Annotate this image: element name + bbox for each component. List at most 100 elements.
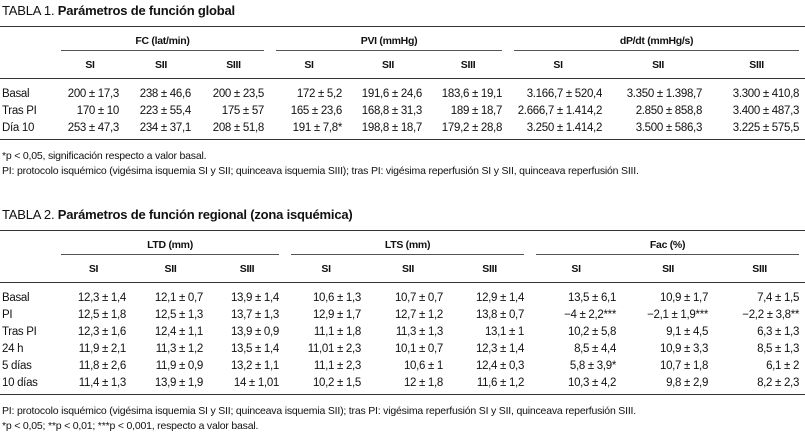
cell: 189 ± 18,7 [450, 104, 503, 117]
cell: 11,3 ± 1,2 [155, 342, 204, 355]
notes: *p < 0,05, significación respecto a valo… [0, 149, 805, 179]
cell: 13,9 ± 1,4 [230, 291, 280, 304]
table-title-text: Parámetros de función global [57, 3, 235, 18]
cell: 200 ± 23,5 [212, 87, 265, 100]
cell: 10,6 ± 1 [403, 359, 444, 372]
table-label: TABLA 2. [2, 207, 55, 222]
cell: 10,3 ± 4,2 [567, 376, 617, 389]
subheader: SIII [197, 51, 271, 79]
cell: 12,9 ± 1,7 [312, 308, 362, 321]
subheader: SII [608, 51, 709, 79]
group-label: Fac (%) [536, 239, 800, 255]
cell: 13,1 ± 1 [484, 325, 525, 338]
cell: 10,7 ± 0,7 [394, 291, 444, 304]
cell: 11,9 ± 0,9 [155, 359, 204, 372]
data-row: Basal 12,3 ± 1,4 12,1 ± 0,7 13,9 ± 1,4 10,6 … [0, 283, 805, 307]
cell: 10,9 ± 3,3 [659, 342, 709, 355]
subheader-row: SI SII SIII SI SII SIII SI SII SIII [0, 51, 805, 79]
cell: 2.666,7 ± 1.414,2 [517, 104, 603, 117]
row-label: Día 10 [2, 121, 35, 134]
table-body: Basal 12,3 ± 1,4 12,1 ± 0,7 13,9 ± 1,4 10,6 … [0, 283, 805, 395]
row-label: Basal [2, 87, 30, 100]
cell: 7,4 ± 1,5 [757, 291, 800, 304]
corner [0, 27, 55, 52]
cell: 11,3 ± 1,3 [395, 325, 444, 338]
footnote: PI: protocolo isquémico (vigésima isquem… [2, 165, 639, 177]
subheader: SIII [428, 51, 509, 79]
group-row: FC (lat/min) PVI (mmHg) dP/dt (mmHg/s) [0, 27, 805, 52]
data-row: 10 días 11,4 ± 1,3 13,9 ± 1,9 14 ± 1,01 10,2… [0, 374, 805, 395]
cell: 12,4 ± 0,3 [475, 359, 525, 372]
table-title: TABLA 2. Parámetros de función regional … [0, 206, 805, 224]
cell: 12,5 ± 1,8 [77, 308, 126, 321]
data-row: 24 h 11,9 ± 2,1 11,3 ± 1,2 13,5 ± 1,4 11,01 … [0, 340, 805, 357]
group-header: LTS (mm) [285, 231, 530, 255]
notes: PI: protocolo isquémico (vigésima isquem… [0, 404, 805, 434]
table-block: TABLA 2. Parámetros de función regional … [0, 206, 805, 434]
subheader: SII [622, 255, 715, 283]
cell: 253 ± 47,3 [67, 121, 120, 134]
cell: 168,8 ± 31,3 [361, 104, 423, 117]
data-row: Tras PI 12,3 ± 1,6 12,4 ± 1,1 13,9 ± 0,9 11,… [0, 323, 805, 340]
cell: 8,5 ± 1,3 [757, 342, 800, 355]
cell: 10,2 ± 5,8 [567, 325, 617, 338]
cell: 165 ± 23,6 [290, 104, 343, 117]
row-label: PI [2, 308, 13, 321]
subheader: SIII [209, 255, 286, 283]
cell: 10,9 ± 1,7 [659, 291, 709, 304]
cell: 12 ± 1,8 [403, 376, 444, 389]
cell: 13,5 ± 6,1 [567, 291, 617, 304]
data-table: FC (lat/min) PVI (mmHg) dP/dt (mmHg/s) SI SI… [0, 26, 805, 140]
group-header: PVI (mmHg) [270, 27, 508, 51]
cell: 6,1 ± 2 [766, 359, 800, 372]
cell: 8,5 ± 4,4 [574, 342, 617, 355]
subheader: SII [132, 255, 209, 283]
cell: 3.350 ± 1.398,7 [626, 87, 703, 100]
group-header: Fac (%) [530, 231, 805, 255]
subheader: SII [367, 255, 450, 283]
cell: 3.250 ± 1.414,2 [526, 121, 603, 134]
data-row: PI 12,5 ± 1,8 12,5 ± 1,3 13,7 ± 1,3 12,9 ± 1… [0, 306, 805, 323]
subheader: SII [125, 51, 197, 79]
cell: −2,2 ± 3,8** [742, 308, 800, 321]
group-header: LTD (mm) [55, 231, 285, 255]
cell: 238 ± 46,6 [139, 87, 192, 100]
cell: 9,8 ± 2,9 [666, 376, 709, 389]
cell: 198,8 ± 18,7 [361, 121, 423, 134]
table-block: TABLA 1. Parámetros de función global FC … [0, 2, 805, 179]
table-head: FC (lat/min) PVI (mmHg) dP/dt (mmHg/s) SI SI… [0, 27, 805, 79]
subheader-row: SI SII SIII SI SII SIII SI SII SIII [0, 255, 805, 283]
cell: 12,4 ± 1,1 [154, 325, 203, 338]
cell: 3.400 ± 487,3 [732, 104, 800, 117]
cell: 12,1 ± 0,7 [154, 291, 203, 304]
row-label: Tras PI [2, 104, 37, 117]
data-row: 5 días 11,8 ± 2,6 11,9 ± 0,9 13,2 ± 1,1 11,1… [0, 357, 805, 374]
cell: 3.166,7 ± 520,4 [526, 87, 603, 100]
group-row: LTD (mm) LTS (mm) Fac (%) [0, 231, 805, 255]
cell: 2.850 ± 858,8 [635, 104, 703, 117]
cell: 3.225 ± 575,5 [732, 121, 800, 134]
cell: 183,6 ± 19,1 [441, 87, 503, 100]
group-label: FC (lat/min) [61, 35, 265, 51]
group-header: dP/dt (mmHg/s) [508, 27, 805, 51]
cell: 12,3 ± 1,6 [77, 325, 126, 338]
cell: 13,9 ± 1,9 [154, 376, 203, 389]
cell: 10,6 ± 1,3 [312, 291, 362, 304]
footnote: *p < 0,05; **p < 0,01; ***p < 0,001, res… [2, 420, 259, 432]
cell: 179,2 ± 28,8 [441, 121, 503, 134]
footnote: *p < 0,05, significación respecto a valo… [2, 150, 207, 162]
subheader: SII [348, 51, 429, 79]
subheader: SIII [714, 255, 805, 283]
cell: 12,7 ± 1,2 [394, 308, 444, 321]
cell: 11,01 ± 2,3 [307, 342, 362, 355]
table-body: Basal 200 ± 17,3 238 ± 46,6 200 ± 23,5 172 ±… [0, 79, 805, 140]
table-label: TABLA 1. [2, 3, 55, 18]
data-row: Día 10 253 ± 47,3 234 ± 37,1 208 ± 51,8 191 … [0, 119, 805, 140]
row-label: Tras PI [2, 325, 37, 338]
cell: 11,9 ± 2,1 [78, 342, 127, 355]
cell: 223 ± 55,4 [139, 104, 192, 117]
cell: 13,7 ± 1,3 [230, 308, 280, 321]
cell: 13,8 ± 0,7 [475, 308, 525, 321]
data-table: LTD (mm) LTS (mm) Fac (%) SI SII SIII SI SII SII… [0, 230, 805, 395]
